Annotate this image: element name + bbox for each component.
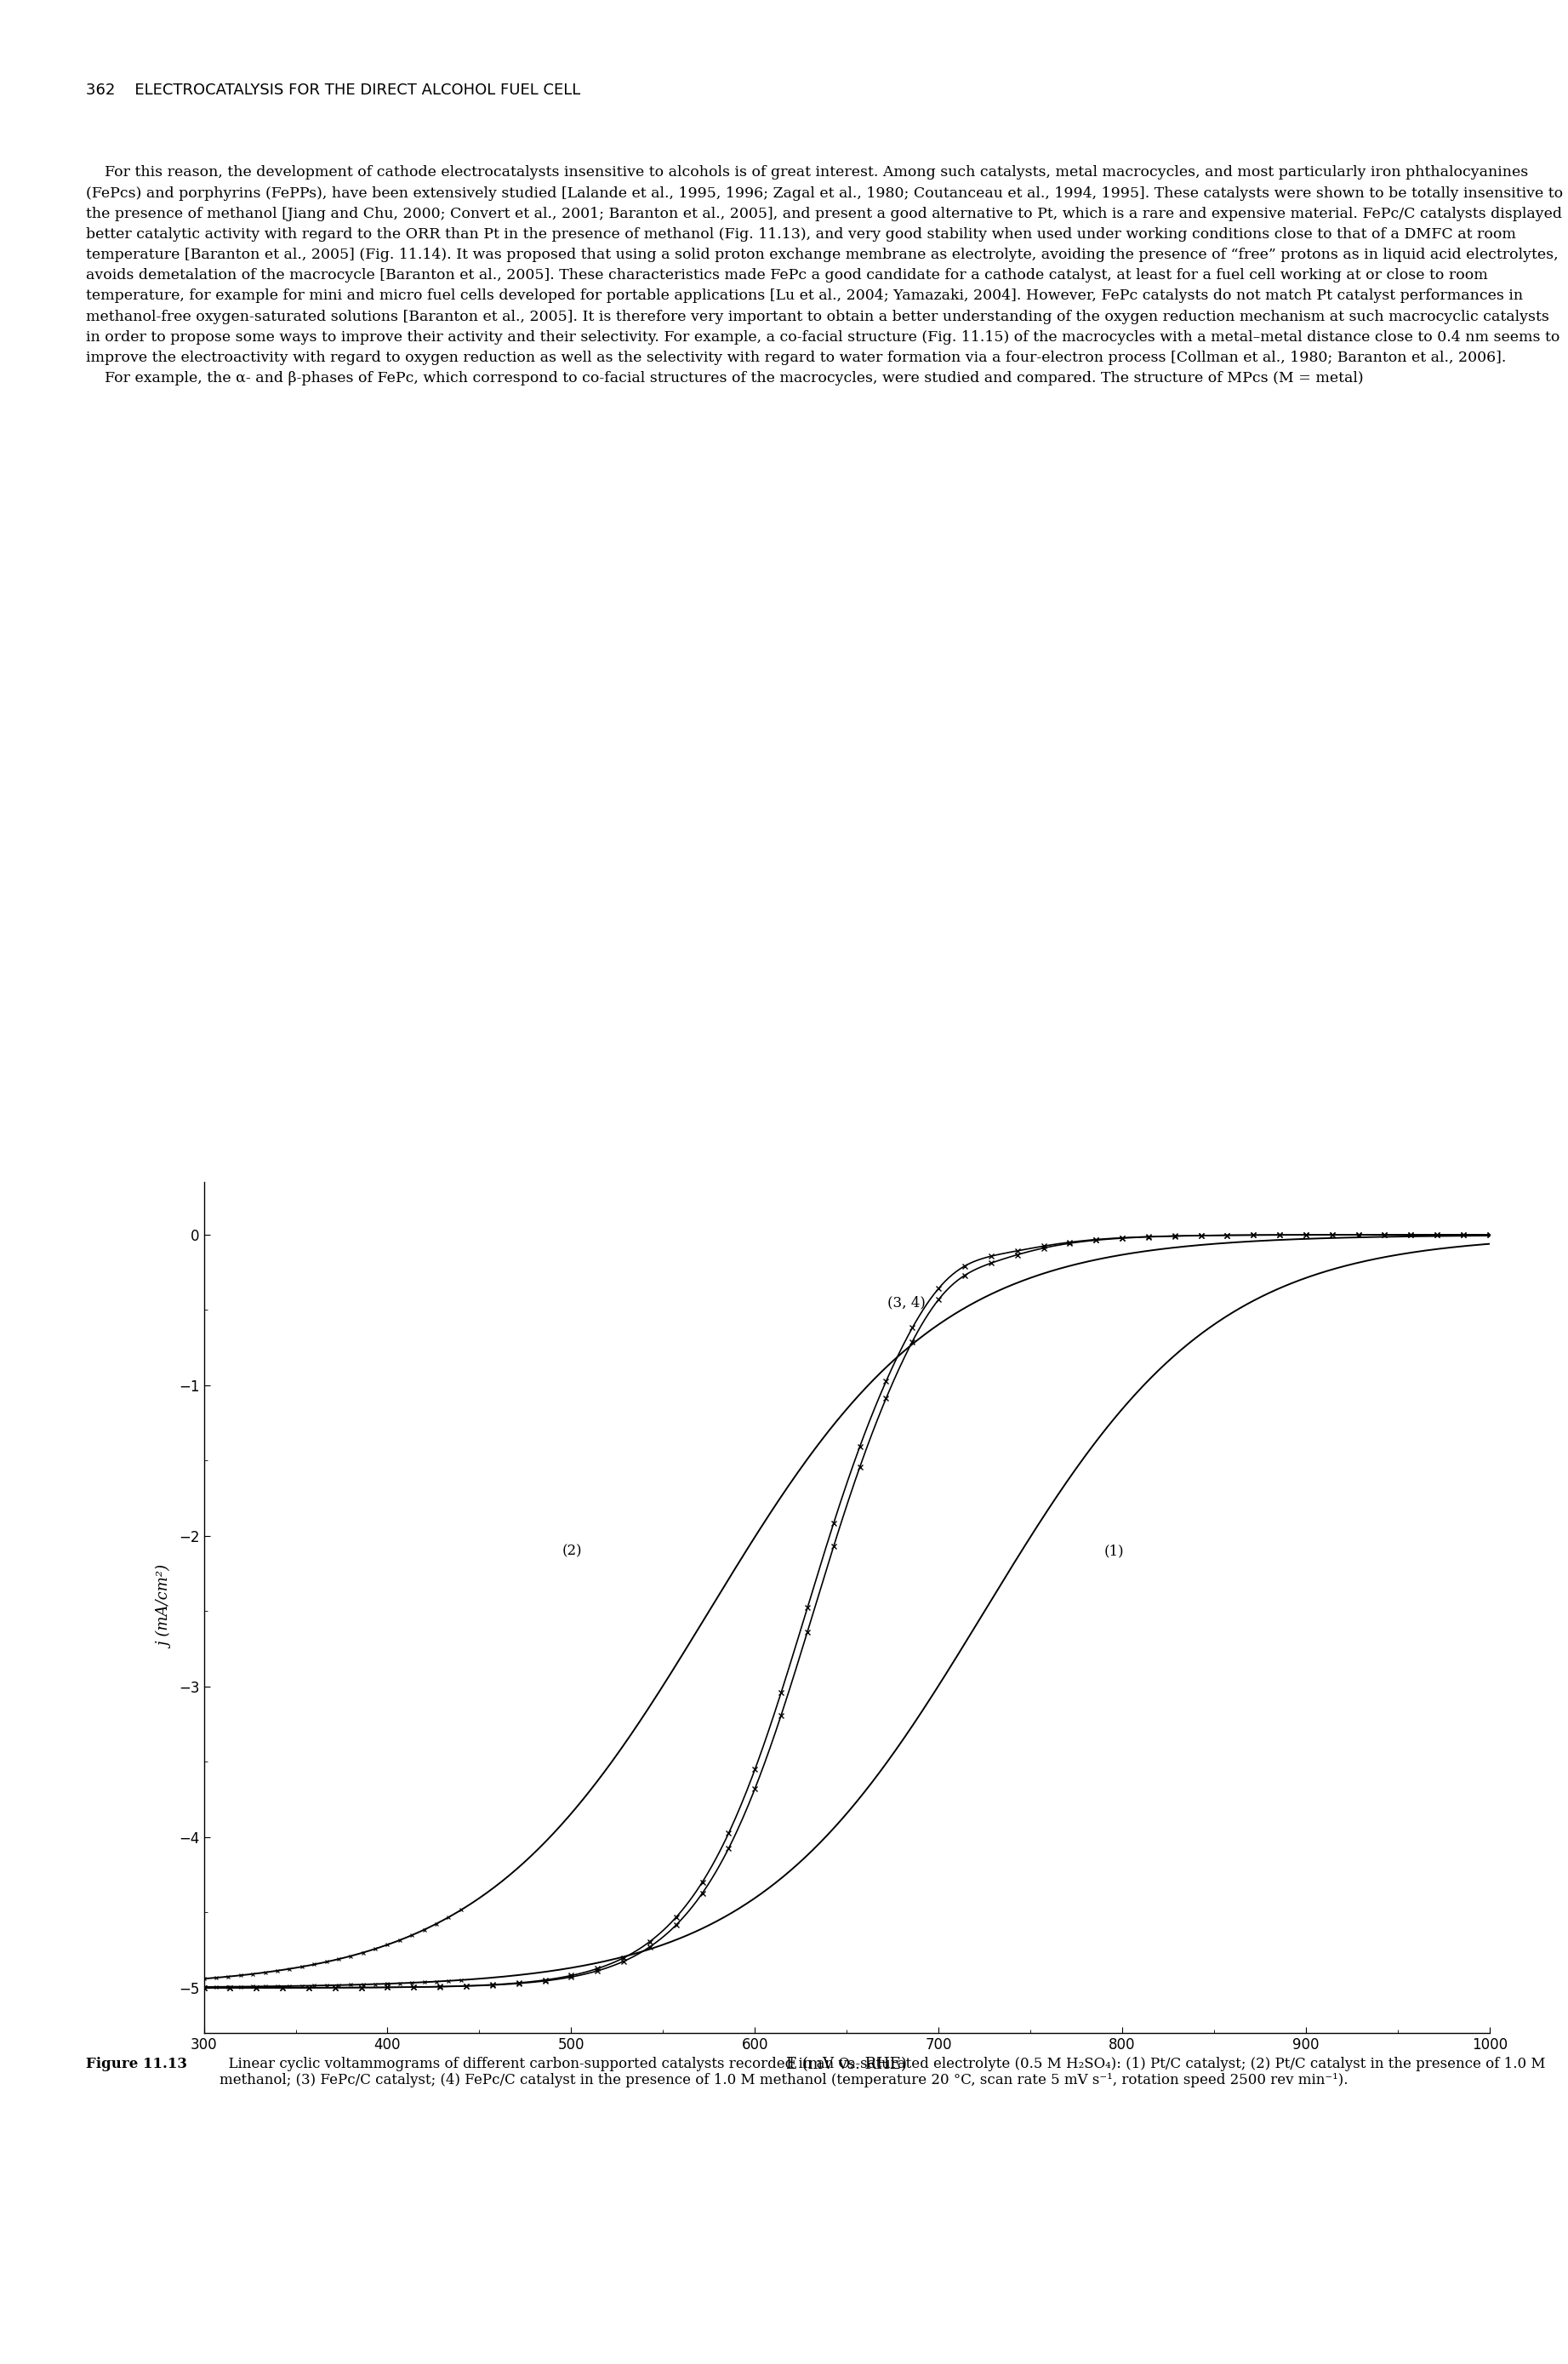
- Text: (2): (2): [561, 1544, 582, 1558]
- Text: Figure 11.13: Figure 11.13: [86, 2057, 188, 2071]
- Text: Linear cyclic voltammograms of different carbon-supported catalysts recorded in : Linear cyclic voltammograms of different…: [220, 2057, 1546, 2087]
- Y-axis label: j (mA/cm²): j (mA/cm²): [158, 1567, 174, 1648]
- Text: For this reason, the development of cathode electrocatalysts insensitive to alco: For this reason, the development of cath…: [86, 165, 1563, 385]
- Text: 362    ELECTROCATALYSIS FOR THE DIRECT ALCOHOL FUEL CELL: 362 ELECTROCATALYSIS FOR THE DIRECT ALCO…: [86, 83, 580, 97]
- X-axis label: E (mV vs. RHE): E (mV vs. RHE): [787, 2057, 906, 2073]
- Text: (1): (1): [1104, 1544, 1124, 1558]
- Text: (3, 4): (3, 4): [887, 1295, 925, 1310]
